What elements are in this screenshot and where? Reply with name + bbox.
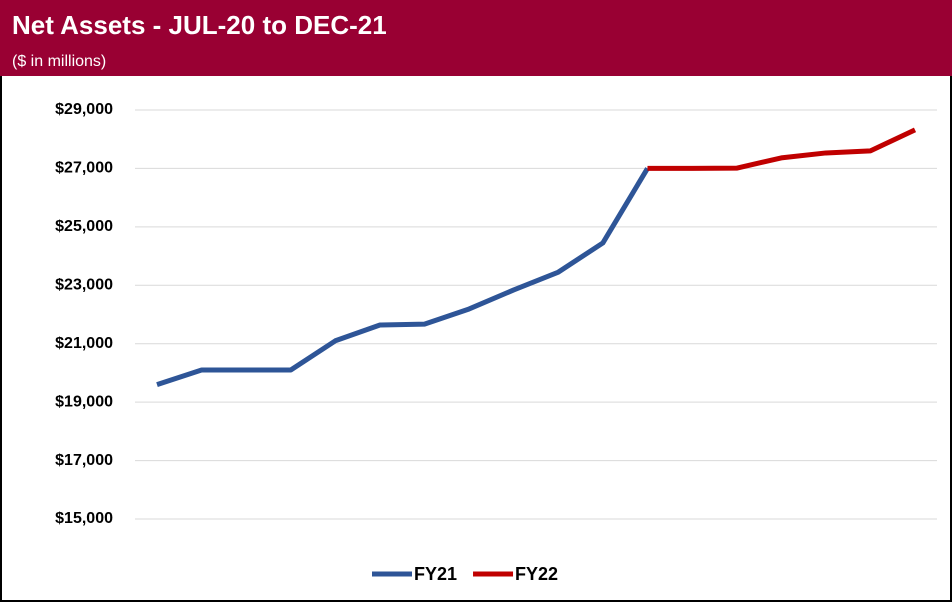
header-bar bbox=[0, 0, 952, 76]
y-tick-label: $27,000 bbox=[55, 160, 113, 177]
y-tick-label: $17,000 bbox=[55, 452, 113, 469]
legend-label: FY21 bbox=[414, 564, 457, 584]
chart-subtitle: ($ in millions) bbox=[12, 53, 106, 70]
y-tick-label: $21,000 bbox=[55, 335, 113, 352]
y-tick-label: $19,000 bbox=[55, 393, 113, 410]
legend-label: FY22 bbox=[515, 564, 558, 584]
chart-title: Net Assets - JUL-20 to DEC-21 bbox=[12, 10, 387, 40]
y-tick-label: $15,000 bbox=[55, 510, 113, 527]
data-line bbox=[156, 167, 650, 387]
y-tick-label: $25,000 bbox=[55, 218, 113, 235]
y-tick-label: $29,000 bbox=[55, 101, 113, 118]
data-line bbox=[647, 127, 917, 171]
y-tick-label: $23,000 bbox=[55, 277, 113, 294]
